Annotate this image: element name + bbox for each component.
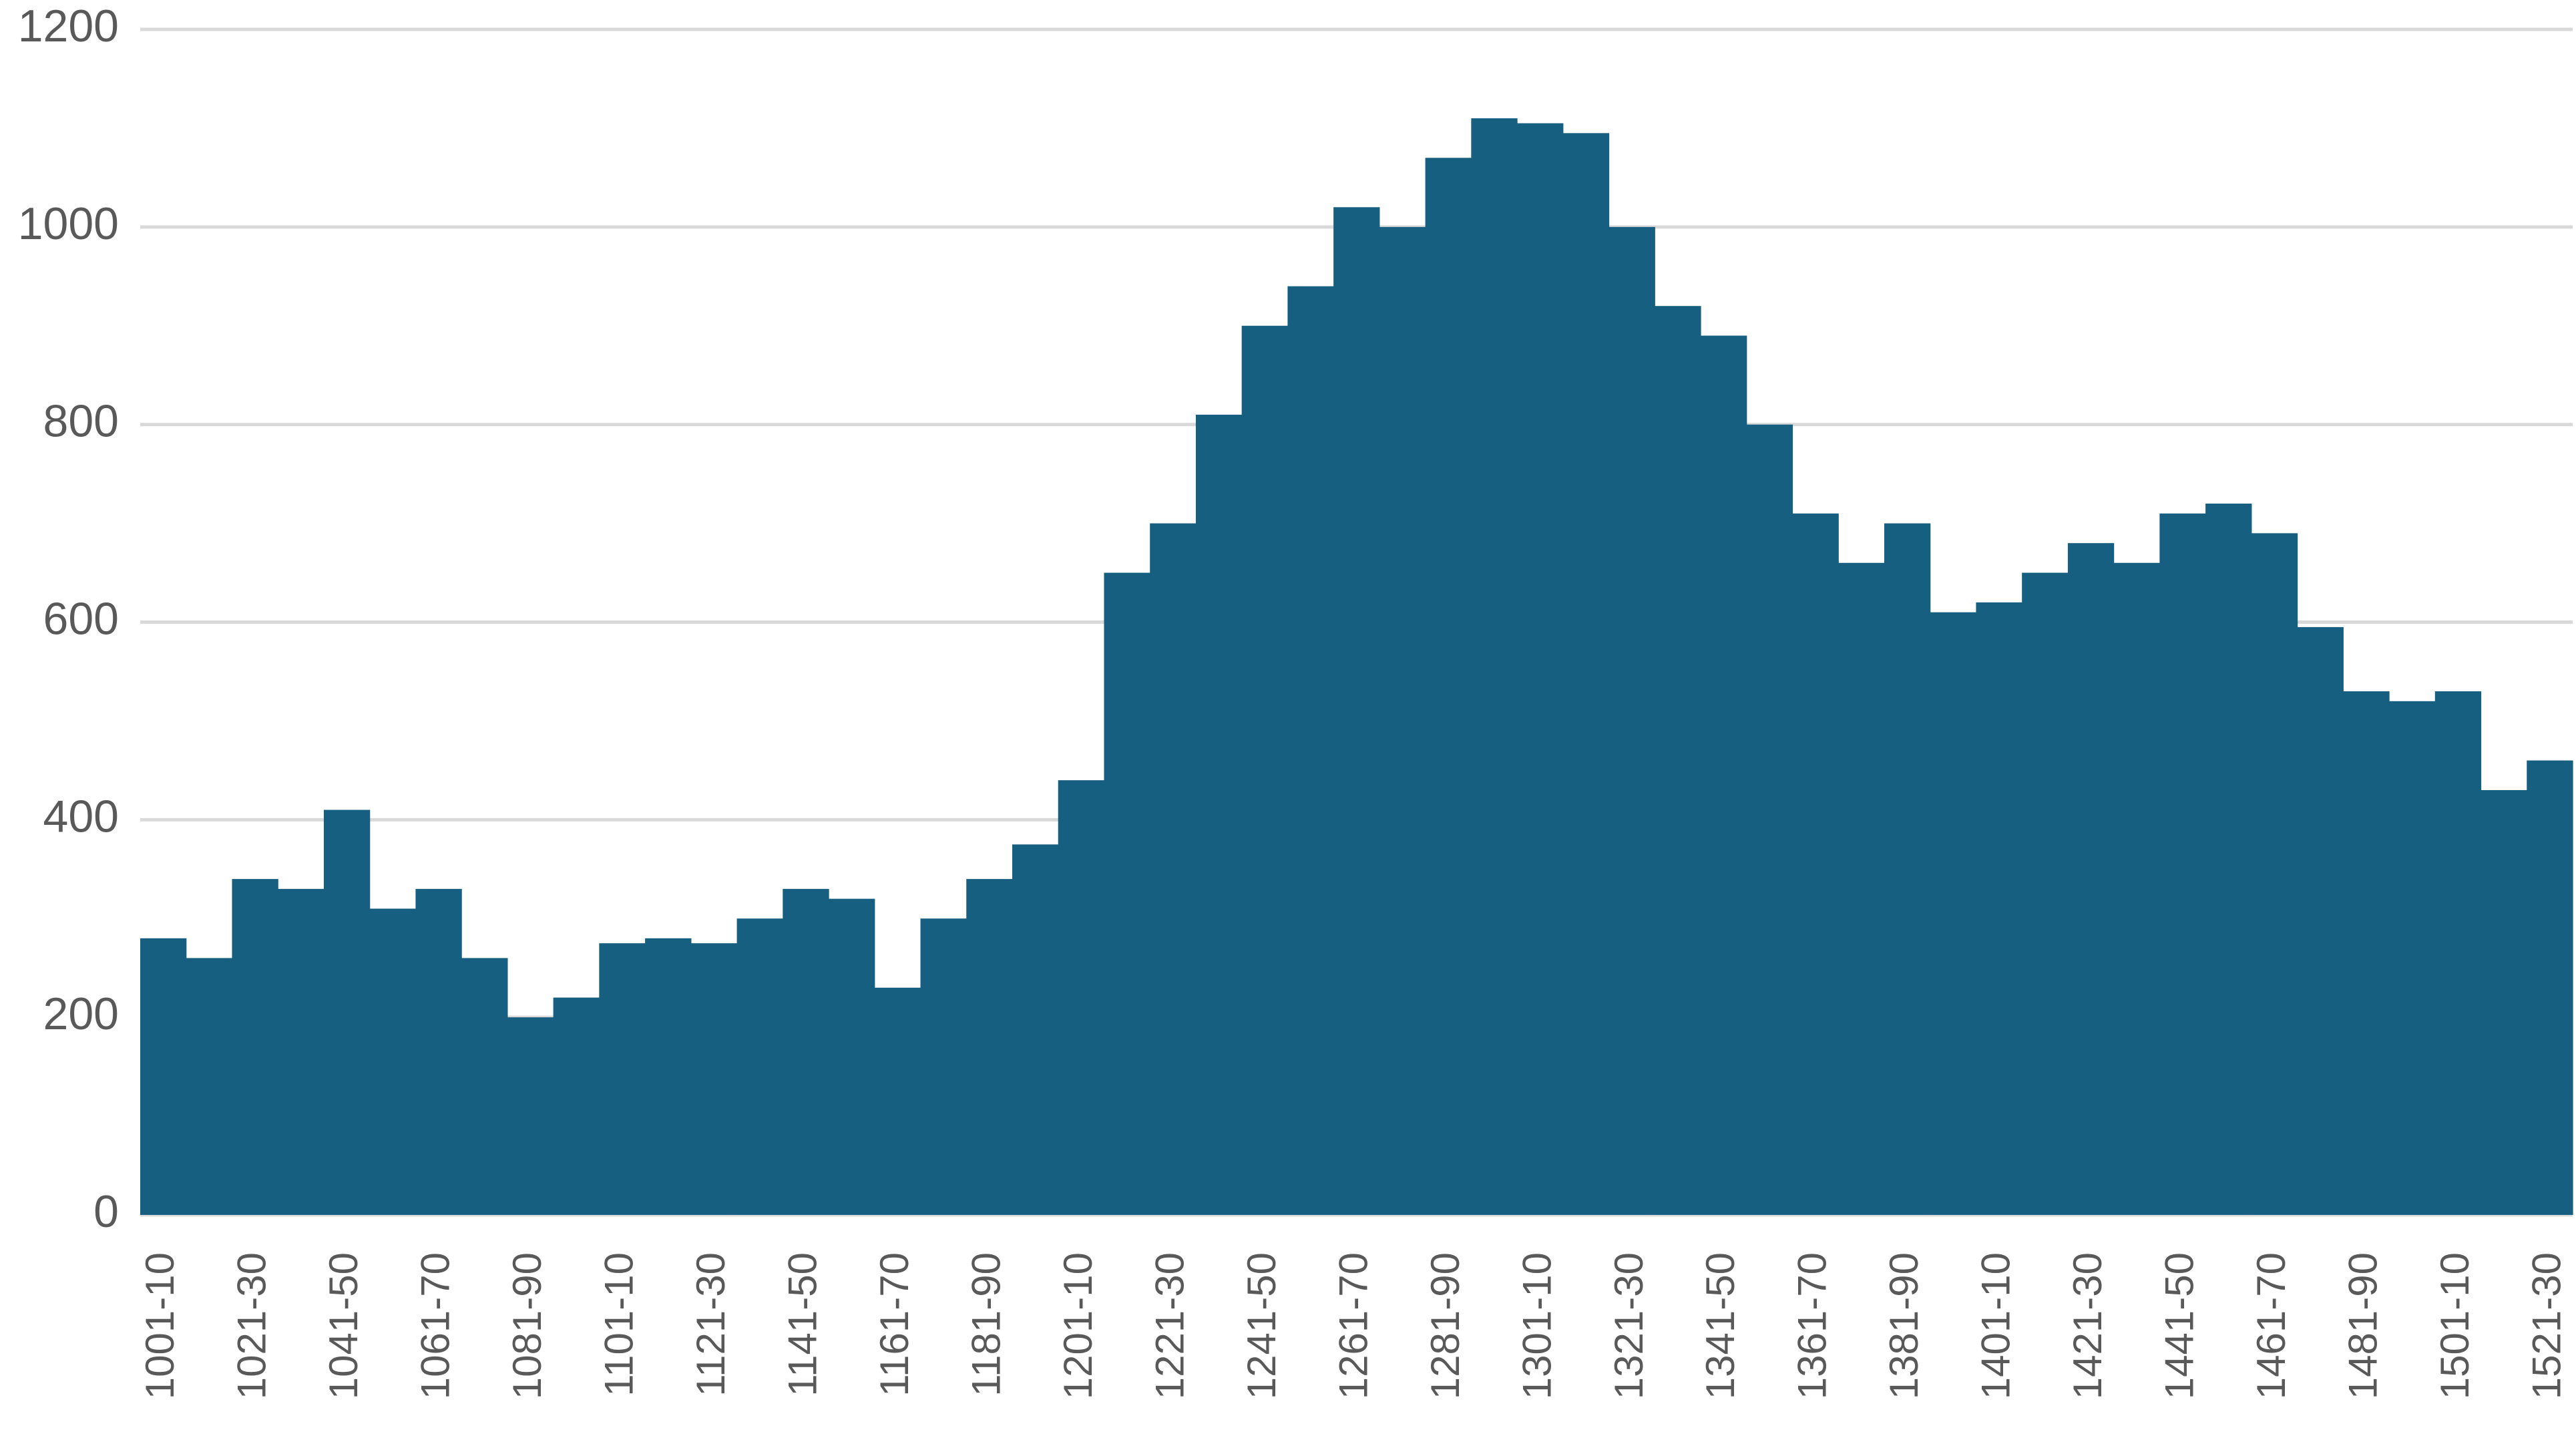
x-tick-label: 1441-50 [2157,1252,2202,1399]
bar [507,1017,554,1215]
bar [1471,118,1518,1215]
bar [2251,533,2298,1215]
bar [1195,414,1243,1215]
bar [232,879,278,1215]
bar [1746,424,1793,1215]
bar [2434,691,2482,1215]
bar [1701,335,1747,1216]
x-tick-label: 1161-70 [872,1252,917,1397]
bar [461,958,508,1215]
x-tick-label: 1081-90 [505,1252,550,1399]
bar [2067,543,2115,1215]
y-tick-label: 1200 [18,1,119,51]
x-tick-label: 1361-70 [1790,1252,1835,1399]
x-tick-label: 1241-50 [1239,1252,1284,1399]
x-tick-label: 1321-30 [1606,1252,1651,1399]
bar [1104,572,1150,1215]
x-tick-label: 1421-30 [2065,1252,2110,1399]
bar [140,938,187,1215]
x-tick-label: 1261-70 [1331,1252,1375,1399]
bar [1655,306,1701,1216]
x-tick-label: 1341-50 [1698,1252,1743,1399]
bar [874,987,921,1215]
bar [1333,207,1380,1215]
bar [415,888,462,1215]
bar [645,938,692,1215]
x-tick-label: 1201-10 [1056,1252,1100,1399]
y-tick-label: 800 [43,396,119,447]
x-tick-label: 1021-30 [230,1252,274,1399]
bar [323,809,371,1215]
bar [2297,626,2344,1215]
bar [2205,504,2252,1215]
x-tick-label: 1221-30 [1147,1252,1192,1399]
x-tick-label: 1481-90 [2341,1252,2386,1399]
bar [186,958,233,1215]
bar [2022,572,2069,1215]
bar [1287,286,1334,1215]
bar [829,898,875,1215]
x-tick-label: 1181-90 [963,1252,1008,1397]
bar [2527,760,2573,1215]
x-tick-label: 1501-10 [2432,1252,2477,1399]
x-tick-label: 1281-90 [1423,1252,1468,1399]
bar [1379,226,1426,1215]
x-tick-label: 1461-70 [2249,1252,2294,1399]
bar [1562,133,1610,1215]
x-tick-label: 1381-90 [1882,1252,1926,1399]
x-tick-label: 1061-70 [413,1252,458,1399]
bar [966,879,1013,1215]
bar [736,918,783,1215]
bar [278,888,325,1215]
x-tick-label: 1301-10 [1514,1252,1559,1399]
x-tick-label: 1401-10 [1974,1252,2018,1399]
y-tick-label: 1000 [18,198,119,249]
bar [690,943,738,1215]
x-tick-label: 1141-50 [781,1252,825,1397]
bar [1608,226,1655,1215]
bar [783,888,829,1215]
bar [369,908,417,1215]
x-tick-label: 1001-10 [138,1252,182,1399]
x-tick-label: 1521-30 [2524,1252,2569,1399]
x-tick-label: 1101-10 [597,1252,642,1397]
bar [2343,691,2390,1215]
bar [1792,513,1839,1215]
x-tick-label: 1121-30 [688,1252,733,1397]
y-tick-label: 200 [43,988,119,1039]
bar [920,918,967,1215]
bar [2389,701,2436,1215]
y-tick-label: 0 [93,1186,119,1237]
bar [1150,523,1197,1216]
bar [1058,780,1105,1215]
bar [2159,513,2206,1215]
y-tick-label: 600 [43,593,119,644]
bar [553,997,600,1215]
bar [1884,523,1931,1216]
bar [2481,789,2527,1215]
bar [1241,325,1288,1215]
bar [2113,562,2160,1215]
bar [599,943,646,1215]
bar [1517,123,1564,1215]
bar [1838,562,1885,1215]
bar [1425,158,1472,1216]
y-tick-label: 400 [43,791,119,842]
x-tick-label: 1041-50 [321,1252,366,1399]
bar [1930,612,1977,1215]
bar [1012,844,1059,1215]
bar [1976,602,2022,1215]
